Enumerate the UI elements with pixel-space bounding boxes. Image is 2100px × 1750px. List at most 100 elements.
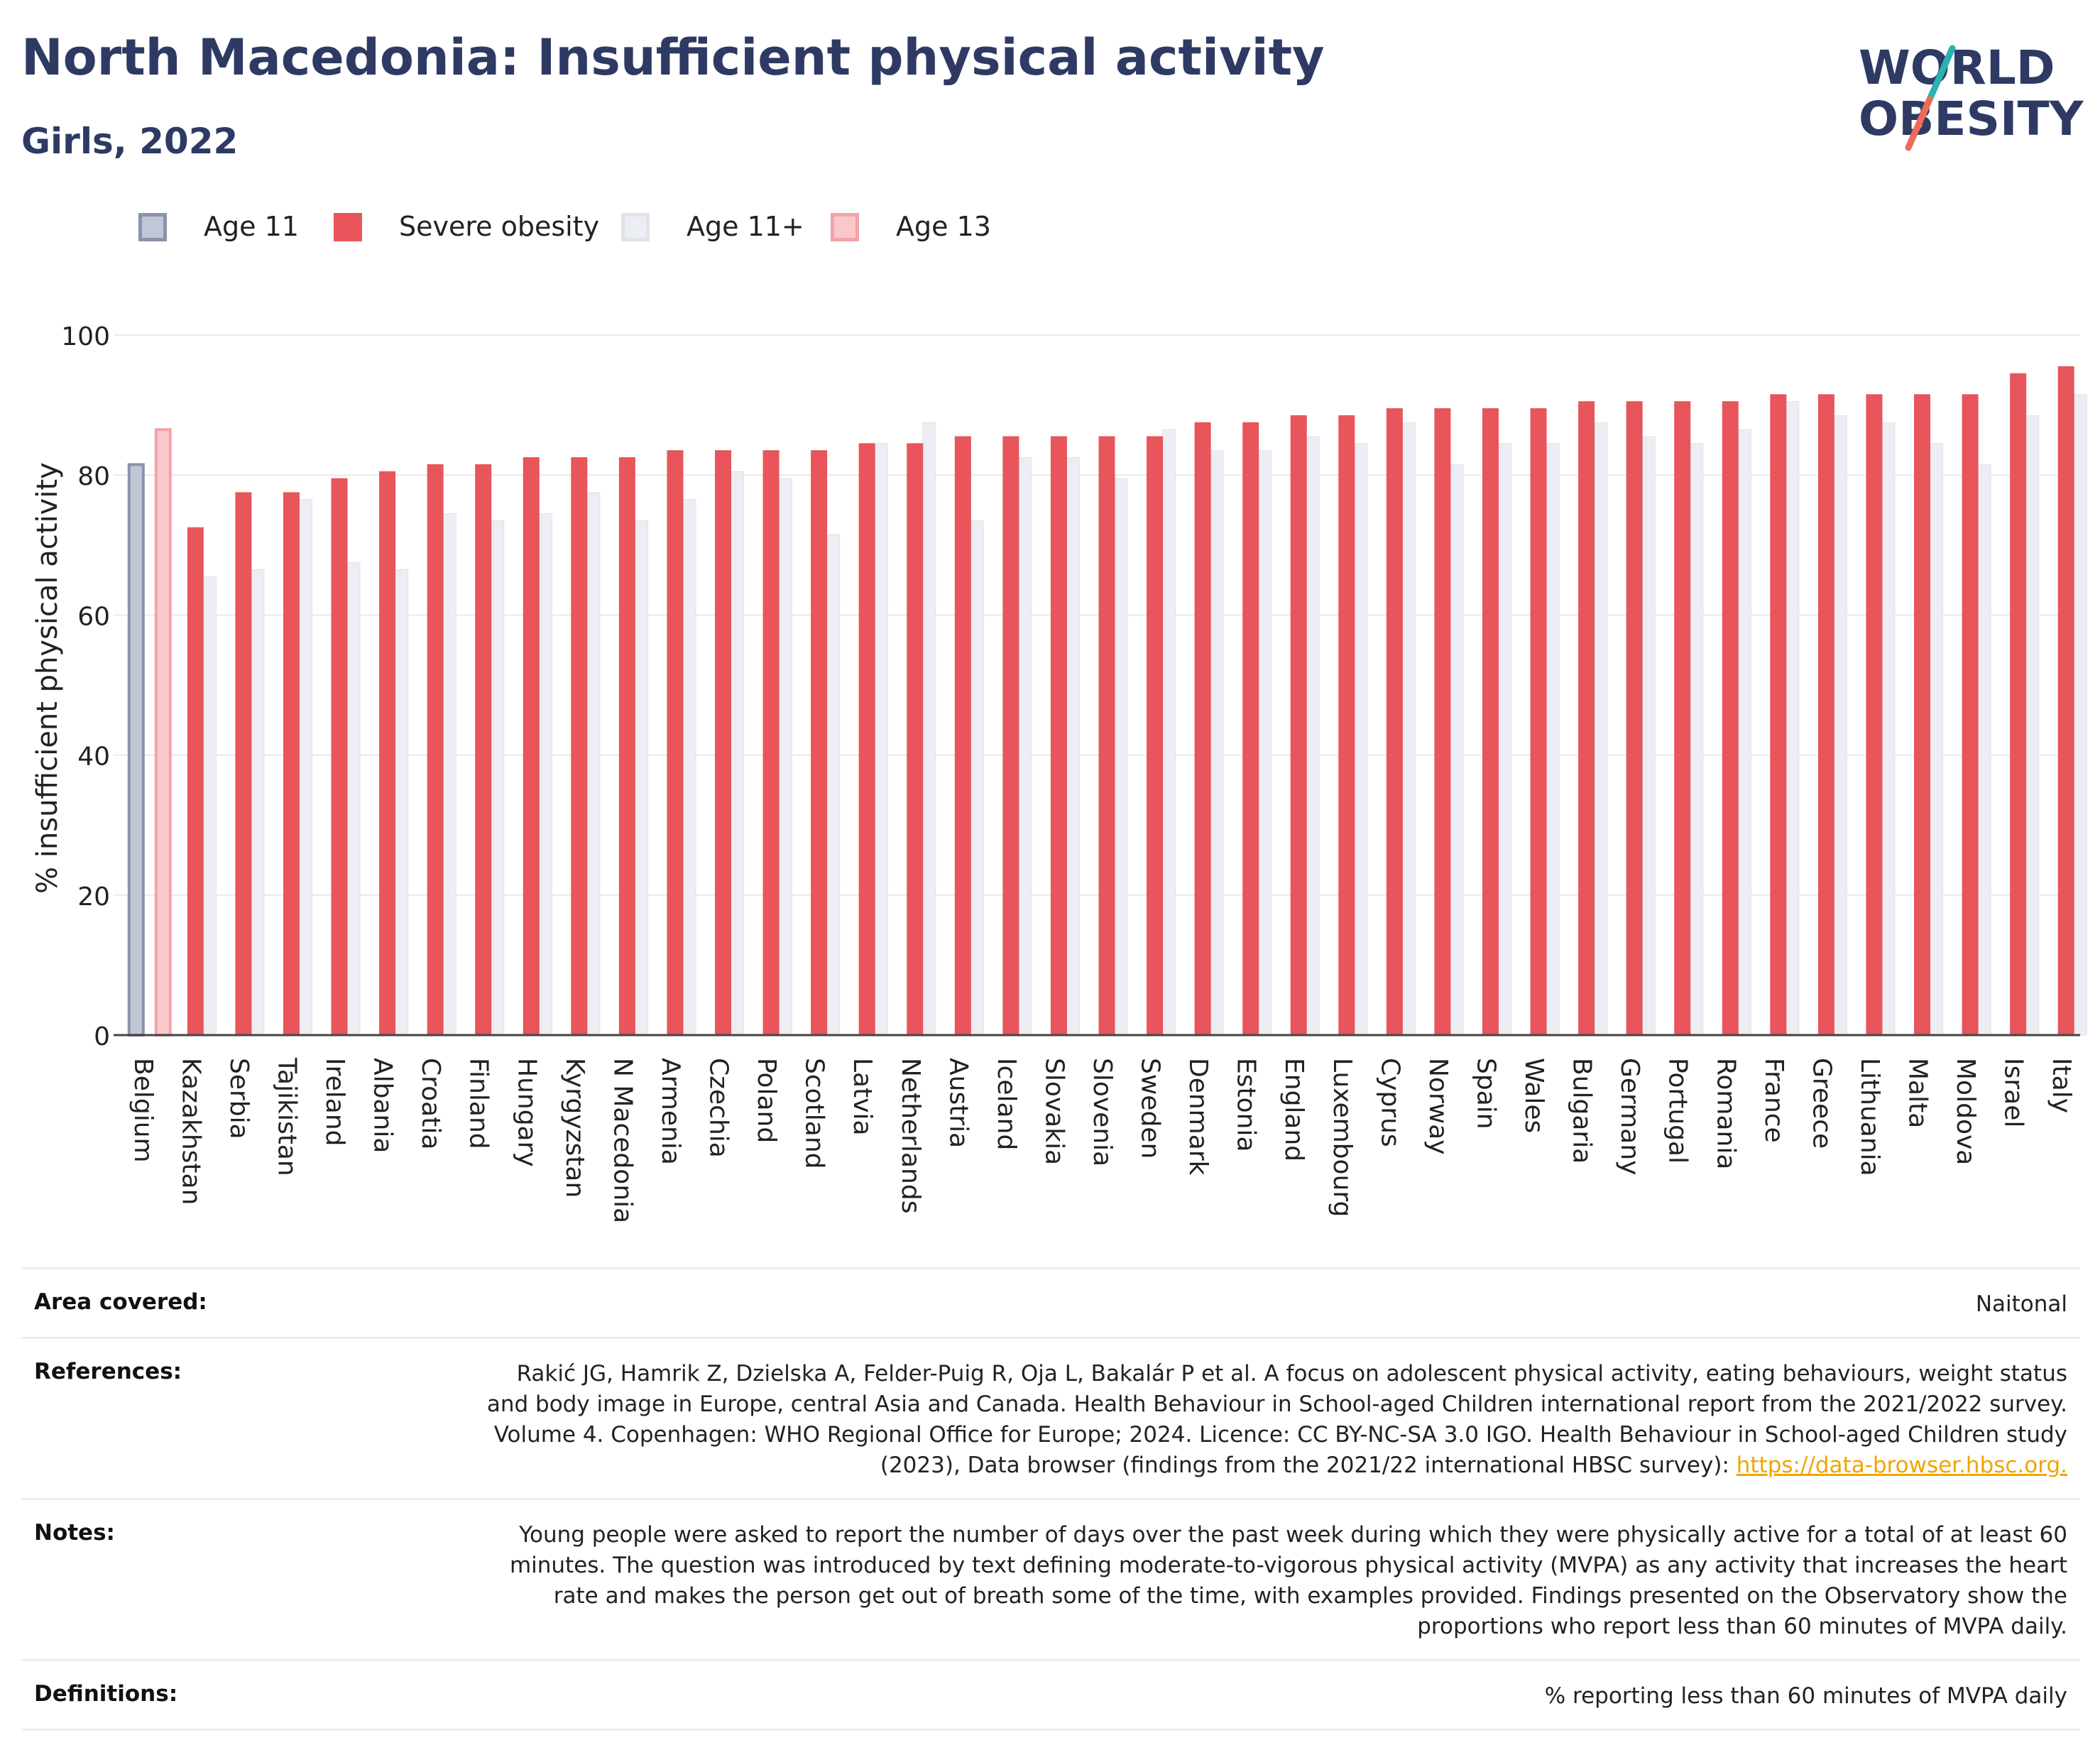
bar-age13-belgium[interactable] <box>154 428 172 1037</box>
bar-severe-poland[interactable] <box>762 450 780 1036</box>
bar-severe-norway[interactable] <box>1434 408 1451 1036</box>
bar-severe-wales[interactable] <box>1530 408 1547 1036</box>
bar-age11plus-england[interactable] <box>1306 436 1320 1036</box>
bar-age11plus-netherlands[interactable] <box>922 422 936 1036</box>
bar-severe-england[interactable] <box>1290 415 1307 1036</box>
y-tick-labels: 0 20 40 60 80 100 <box>61 322 110 1051</box>
bar-age11plus-latvia[interactable] <box>874 443 888 1036</box>
x-tick-label: Israel <box>1999 1058 2028 1127</box>
y-tick-label: 20 <box>77 882 110 912</box>
bar-age11plus-italy[interactable] <box>2073 394 2087 1036</box>
logo-text-obesity: OBESITY <box>1859 92 2084 146</box>
y-tick-label: 80 <box>77 462 110 491</box>
bar-severe-malta[interactable] <box>1914 394 1931 1036</box>
bar-age11plus-portugal[interactable] <box>1690 443 1704 1036</box>
world-obesity-logo: WORLD OBESITY <box>1859 40 2084 151</box>
bar-age11plus-austria[interactable] <box>970 520 984 1036</box>
bar-age11plus-hungary[interactable] <box>538 513 552 1036</box>
bar-age11plus-norway[interactable] <box>1450 464 1464 1036</box>
bar-severe-italy[interactable] <box>2057 366 2074 1036</box>
bar-age11plus-serbia[interactable] <box>251 569 265 1036</box>
bar-age11plus-wales[interactable] <box>1546 443 1560 1036</box>
x-tick-label: Slovakia <box>1039 1058 1068 1165</box>
bar-age11plus-ireland[interactable] <box>346 562 361 1036</box>
bar-age11plus-lithuania[interactable] <box>1881 422 1896 1036</box>
bar-severe-bulgaria[interactable] <box>1578 401 1595 1036</box>
bar-severe-germany[interactable] <box>1626 401 1643 1036</box>
x-tick-label: Scotland <box>800 1058 829 1169</box>
notes-value: Young people were asked to report the nu… <box>509 1522 2067 1639</box>
bar-severe-czechia[interactable] <box>715 450 732 1036</box>
bar-severe-moldova[interactable] <box>1962 394 1979 1036</box>
bar-severe-n-macedonia[interactable] <box>618 457 635 1036</box>
bar-age11plus-spain[interactable] <box>1497 443 1511 1036</box>
bar-severe-tajikistan[interactable] <box>283 492 300 1036</box>
bar-age11plus-czechia[interactable] <box>731 471 745 1036</box>
references-row: References: Rakić JG, Hamrik Z, Dzielska… <box>21 1337 2080 1498</box>
bar-age11plus-romania[interactable] <box>1737 429 1751 1036</box>
bar-severe-latvia[interactable] <box>858 443 875 1036</box>
bar-age11plus-sweden[interactable] <box>1162 429 1176 1036</box>
bar-age11plus-bulgaria[interactable] <box>1594 422 1608 1036</box>
bar-age11plus-slovenia[interactable] <box>1114 478 1128 1036</box>
bar-severe-france[interactable] <box>1770 394 1787 1036</box>
bar-severe-iceland[interactable] <box>1002 436 1019 1036</box>
bar-severe-portugal[interactable] <box>1674 401 1691 1036</box>
bar-age11plus-germany[interactable] <box>1641 436 1656 1036</box>
bar-severe-slovakia[interactable] <box>1050 436 1067 1036</box>
x-tick-label: Tajikistan <box>272 1057 301 1176</box>
bar-severe-sweden[interactable] <box>1147 436 1164 1036</box>
x-tick-label: Kyrgyzstan <box>560 1058 589 1198</box>
bar-severe-kyrgyzstan[interactable] <box>571 457 588 1036</box>
bar-age11plus-kazakhstan[interactable] <box>202 576 217 1036</box>
bar-age11plus-greece[interactable] <box>1833 415 1847 1036</box>
legend-swatch-age13 <box>831 213 859 241</box>
bar-severe-estonia[interactable] <box>1242 422 1259 1036</box>
bar-severe-israel[interactable] <box>2010 373 2027 1036</box>
bar-severe-greece[interactable] <box>1817 394 1834 1036</box>
bar-age11plus-cyprus[interactable] <box>1401 422 1416 1036</box>
bar-age11plus-croatia[interactable] <box>442 513 456 1036</box>
logo-slash-teal <box>1926 45 1956 103</box>
bar-severe-hungary[interactable] <box>523 457 540 1036</box>
bar-severe-cyprus[interactable] <box>1386 408 1403 1036</box>
bar-severe-lithuania[interactable] <box>1866 394 1883 1036</box>
bar-severe-ireland[interactable] <box>331 478 348 1036</box>
bar-severe-kazakhstan[interactable] <box>187 527 204 1036</box>
bar-age11plus-luxembourg[interactable] <box>1354 443 1368 1036</box>
x-tick-label: Kazakhstan <box>176 1058 205 1205</box>
bar-age11plus-estonia[interactable] <box>1258 450 1272 1036</box>
bar-age11plus-moldova[interactable] <box>1977 464 1991 1036</box>
bar-severe-spain[interactable] <box>1482 408 1499 1036</box>
bar-age11plus-tajikistan[interactable] <box>298 499 312 1036</box>
bar-age11plus-armenia[interactable] <box>682 499 696 1036</box>
bar-age11plus-finland[interactable] <box>491 520 505 1036</box>
bar-age11plus-iceland[interactable] <box>1018 457 1032 1036</box>
bar-age11plus-scotland[interactable] <box>826 534 841 1036</box>
bar-severe-finland[interactable] <box>475 464 492 1036</box>
bar-severe-romania[interactable] <box>1722 401 1739 1036</box>
bar-severe-scotland[interactable] <box>811 450 828 1036</box>
bar-severe-slovenia[interactable] <box>1098 436 1115 1036</box>
references-link[interactable]: https://data-browser.hbsc.org. <box>1736 1453 2067 1478</box>
bar-severe-luxembourg[interactable] <box>1338 415 1355 1036</box>
bar-severe-croatia[interactable] <box>427 464 444 1036</box>
bar-severe-serbia[interactable] <box>235 492 252 1036</box>
bar-age11plus-denmark[interactable] <box>1210 450 1224 1036</box>
bar-age11plus-france[interactable] <box>1785 401 1800 1036</box>
bar-severe-netherlands[interactable] <box>907 443 924 1036</box>
bar-severe-armenia[interactable] <box>667 450 684 1036</box>
bar-age11plus-poland[interactable] <box>778 478 792 1036</box>
y-tick-label: 60 <box>77 602 110 631</box>
bar-age11plus-albania[interactable] <box>395 569 409 1036</box>
bar-age11plus-n-macedonia[interactable] <box>634 520 648 1036</box>
bar-age11plus-malta[interactable] <box>1930 443 1944 1036</box>
bar-age11plus-slovakia[interactable] <box>1066 457 1080 1036</box>
bar-severe-austria[interactable] <box>954 436 971 1036</box>
bar-severe-albania[interactable] <box>379 471 396 1036</box>
bar-age11plus-israel[interactable] <box>2025 415 2040 1036</box>
bar-age11plus-kyrgyzstan[interactable] <box>586 492 601 1036</box>
bar-severe-denmark[interactable] <box>1194 422 1211 1036</box>
x-tick-label: Italy <box>2047 1058 2076 1113</box>
bar-age11-belgium[interactable] <box>127 463 145 1037</box>
